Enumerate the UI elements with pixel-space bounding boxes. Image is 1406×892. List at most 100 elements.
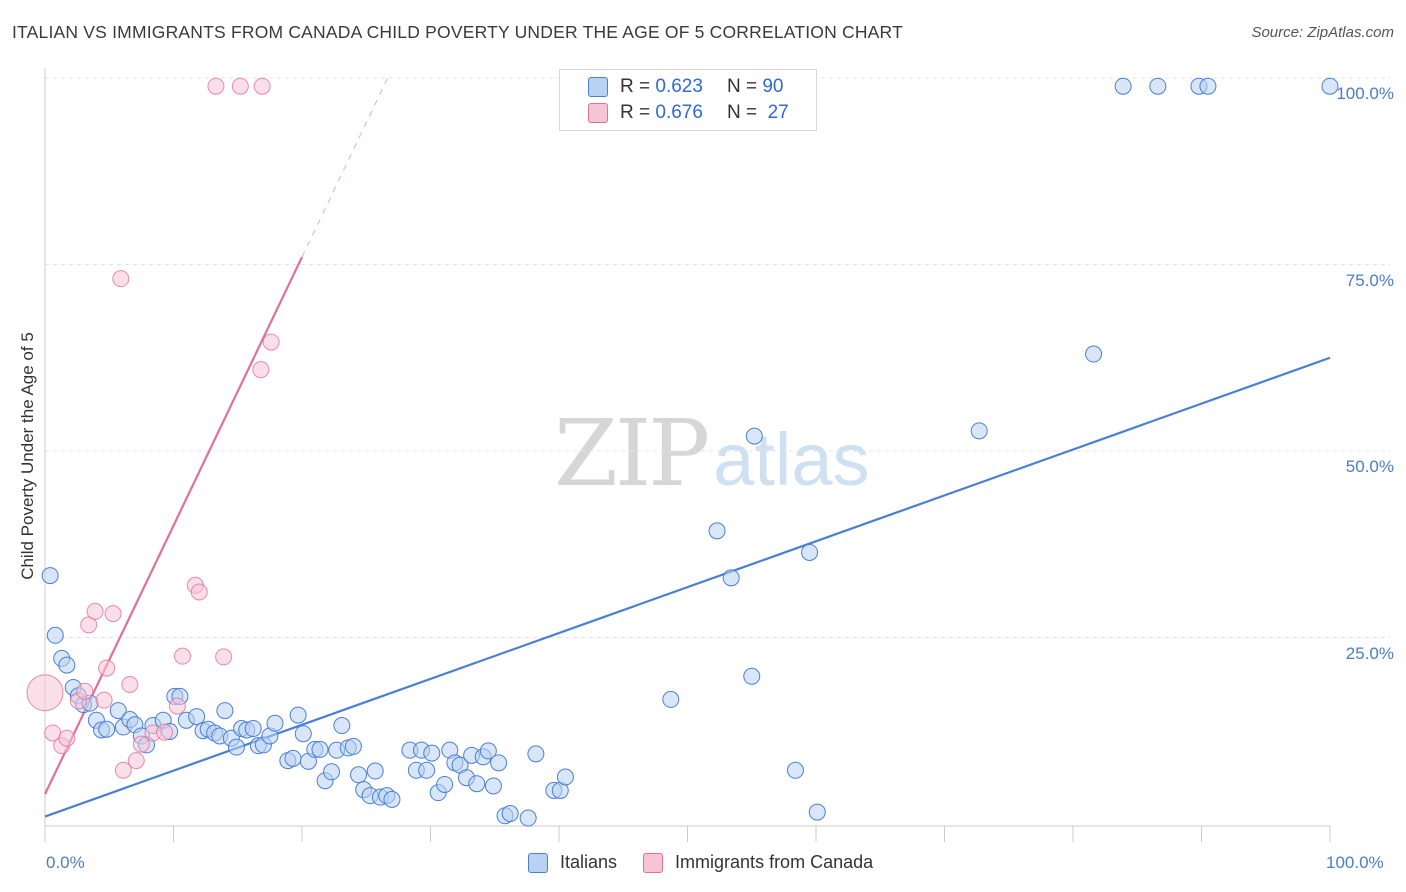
point-italians [436,775,454,793]
point-italians [46,626,64,644]
trend-extension-canada [301,77,389,258]
point-italians [479,742,497,760]
stats-legend: R = 0.623 N = 90 R = 0.676 N = 27 [559,69,817,131]
chart-source: Source: ZipAtlas.com [1251,24,1394,41]
y-tick-label: 75.0% [1345,270,1394,290]
point-canada [127,752,145,770]
point-italians [244,720,262,738]
point-canada [132,735,150,753]
series-legend: Italians Immigrants from Canada [528,852,899,873]
point-italians [344,737,362,755]
watermark-atlas: atlas [713,418,870,501]
point-italians [333,717,351,735]
legend-item-italians[interactable]: Italians [528,852,617,873]
point-italians [1114,77,1132,95]
point-canada [253,77,271,95]
point-italians [1085,345,1103,363]
legend-swatch-canada [643,852,664,873]
legend-item-canada[interactable]: Immigrants from Canada [643,852,873,873]
point-italians [1321,77,1339,95]
point-italians [743,667,761,685]
point-canada [114,761,132,779]
point-canada [168,697,186,715]
point-italians [662,690,680,708]
legend-n-value: 27 [767,102,789,123]
legend-row-italians: R = 0.623 N = 90 [588,75,783,99]
point-canada [121,675,139,693]
legend-n-label: N = [726,76,758,97]
point-italians [109,702,127,720]
legend-r-label: R = [620,76,651,97]
point-italians [41,567,59,585]
point-italians [227,738,245,756]
point-canada [215,648,233,666]
point-canada [156,723,174,741]
grid-lines [45,77,1390,638]
legend-n-value: 90 [762,76,784,97]
point-italians [366,762,384,780]
x-tick-label-max: 100.0% [1326,853,1384,872]
legend-swatch-italians [588,77,608,97]
point-canada [173,647,191,665]
point-italians [970,422,988,440]
point-italians [808,803,826,821]
point-canada [190,583,208,601]
point-italians [786,761,804,779]
point-canada [95,691,113,709]
point-canada [26,674,64,712]
y-tick-label: 25.0% [1345,643,1394,663]
chart-title: ITALIAN VS IMMIGRANTS FROM CANADA CHILD … [12,22,903,42]
legend-label-canada: Immigrants from Canada [675,852,874,872]
legend-swatch-italians [528,852,548,873]
point-italians [350,766,368,784]
legend-label-italians: Italians [560,852,618,872]
point-italians [294,725,312,743]
point-italians [468,775,486,793]
point-italians [418,761,436,779]
y-tick-label: 50.0% [1345,457,1394,476]
point-italians [556,768,574,786]
point-italians [745,427,763,445]
point-italians [266,714,284,732]
x-tick-label-min: 0.0% [46,853,85,872]
trend-lines [44,77,1331,818]
point-canada [262,333,280,351]
point-italians [519,809,537,827]
point-canada [86,602,104,620]
watermark: ZIPatlas [554,400,869,507]
legend-r-value: 0.676 [655,102,703,123]
point-italians [423,744,441,762]
point-italians [58,656,76,674]
point-canada [98,659,116,677]
y-tick-label: 100.0% [1336,84,1394,103]
point-italians [490,754,508,772]
point-italians [501,805,519,823]
point-italians [527,745,545,763]
legend-row-canada: R = 0.676 N = 27 [588,101,789,125]
legend-swatch-canada [588,103,608,123]
watermark-zip: ZIP [554,400,710,507]
point-italians [289,706,307,724]
legend-r-value: 0.623 [655,76,703,97]
point-italians [98,720,116,738]
point-italians [484,777,502,795]
point-italians [1149,77,1167,95]
point-italians [801,543,819,561]
point-italians [1199,77,1217,95]
point-canada [231,77,249,95]
data-points [26,77,1339,827]
point-canada [112,270,130,288]
y-axis-label: Child Poverty Under the Age of 5 [18,332,37,580]
point-canada [252,361,270,379]
point-canada [104,605,122,623]
point-italians [311,740,329,758]
legend-n-label: N = [726,102,758,123]
legend-r-label: R = [620,102,651,123]
point-canada [207,77,225,95]
point-italians [216,702,234,720]
point-italians [284,749,302,767]
point-italians [383,790,401,808]
point-canada [58,729,76,747]
point-canada [76,682,94,700]
point-italians [708,522,726,540]
